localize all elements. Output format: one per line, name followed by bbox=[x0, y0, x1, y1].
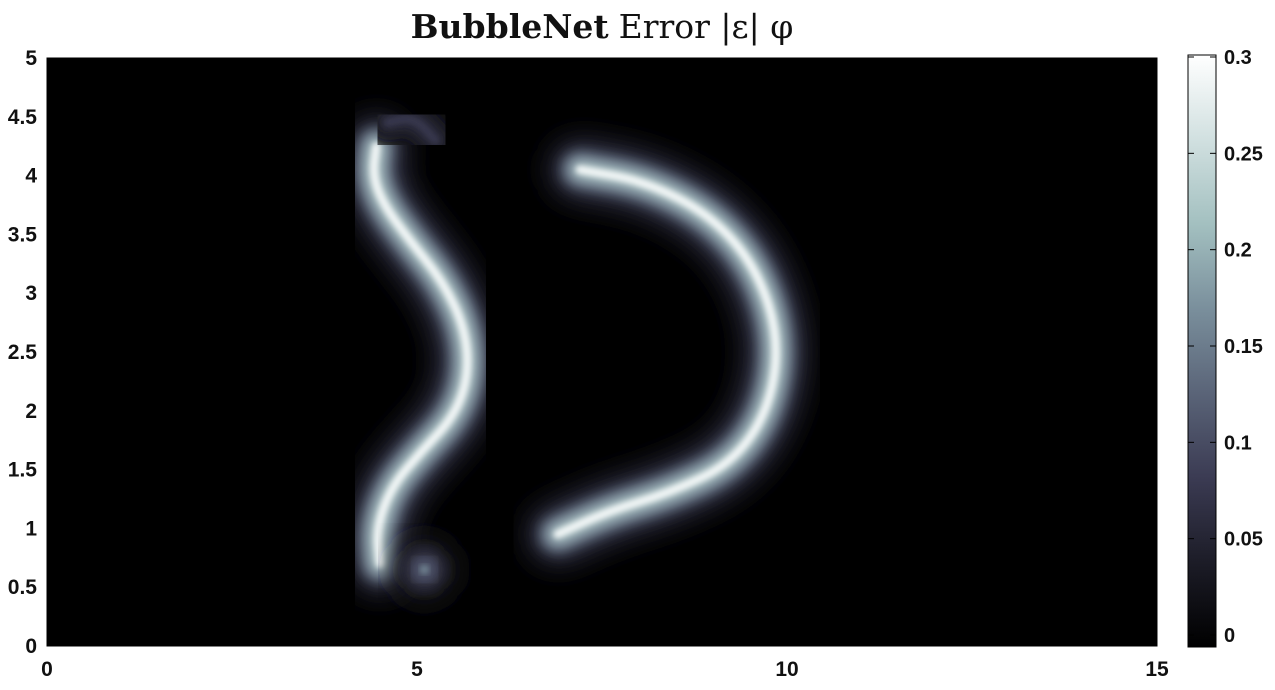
y-tick-label: 2.5 bbox=[8, 341, 38, 364]
colorbar-gradient bbox=[1187, 54, 1217, 648]
y-tick-label: 1 bbox=[25, 517, 37, 540]
axes: 0 5 10 15 0 0.5 1 1.5 2 2.5 3 3.5 4 4.5 5 bbox=[8, 47, 1169, 681]
y-tick-label: 4 bbox=[25, 165, 37, 188]
colorbar-tick-label: 0.05 bbox=[1224, 529, 1263, 551]
error-feature-left-interface bbox=[344, 116, 498, 594]
y-tick-label: 5 bbox=[25, 47, 37, 70]
chart-title-rest: Error |ε| φ bbox=[619, 7, 794, 46]
error-feature-bottom-blob bbox=[391, 536, 458, 603]
y-tick-label: 0 bbox=[25, 635, 37, 658]
plot-area bbox=[47, 58, 1157, 646]
y-tick-label: 3 bbox=[25, 282, 37, 305]
y-tick-label: 0.5 bbox=[8, 576, 38, 599]
chart-title: BubbleNet Error |ε| φ bbox=[411, 7, 794, 46]
colorbar-tick-label: 0.25 bbox=[1224, 143, 1263, 165]
colorbar: 0 0.05 0.1 0.15 0.2 0.25 0.3 bbox=[1187, 47, 1263, 648]
colorbar-tick-label: 0.1 bbox=[1224, 432, 1252, 454]
heatmap-field bbox=[47, 58, 1157, 646]
x-tick-label: 10 bbox=[775, 658, 798, 681]
x-tick-label: 15 bbox=[1145, 658, 1169, 681]
colorbar-tick-label: 0.2 bbox=[1224, 240, 1252, 262]
y-tick-label: 3.5 bbox=[8, 223, 38, 246]
y-tick-label: 1.5 bbox=[8, 459, 38, 482]
colorbar-tick-label: 0.3 bbox=[1224, 47, 1252, 69]
y-tick-label: 4.5 bbox=[8, 106, 38, 129]
x-tick-label: 0 bbox=[41, 658, 53, 681]
error-feature-top-left-blob-layer bbox=[383, 115, 440, 145]
error-feature-right-interface bbox=[527, 139, 806, 565]
y-tick-label: 2 bbox=[25, 400, 37, 423]
error-feature-top-left-blob bbox=[357, 89, 466, 171]
colorbar-tick-label: 0.15 bbox=[1224, 336, 1263, 358]
x-tick-label: 5 bbox=[411, 658, 423, 681]
chart-title-bold: BubbleNet bbox=[411, 7, 610, 46]
error-feature-right-interface-layer bbox=[553, 165, 780, 539]
colorbar-tick-label: 0 bbox=[1224, 625, 1235, 647]
error-feature-bottom-blob-layer bbox=[420, 565, 429, 574]
error-feature-left-interface-layer bbox=[369, 142, 472, 568]
